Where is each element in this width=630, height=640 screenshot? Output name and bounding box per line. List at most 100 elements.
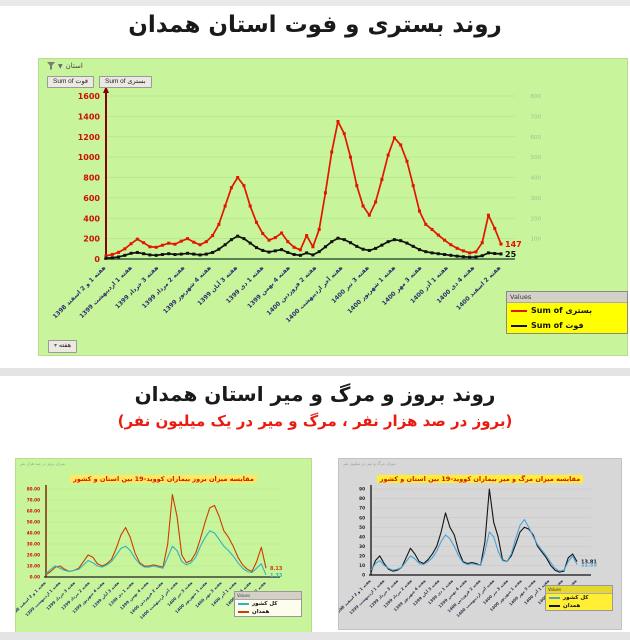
legend-label: کل کشور	[252, 601, 278, 607]
svg-text:10.00: 10.00	[27, 564, 40, 569]
svg-text:90: 90	[359, 487, 365, 492]
svg-text:100: 100	[531, 237, 542, 243]
svg-text:600: 600	[83, 194, 100, 203]
week-axis-field: ▾ هفته	[48, 340, 77, 353]
legend-item-province[interactable]: همدان	[546, 602, 612, 610]
legend-item-country[interactable]: کل کشور	[235, 600, 301, 608]
legend-label: Sum of بستری	[531, 306, 593, 315]
svg-text:13.81: 13.81	[581, 560, 597, 566]
legend-item-country[interactable]: کل کشور	[546, 594, 612, 602]
mortality-chart-panel: میزان مرگ و میر در میلیون نفر مقایسه میز…	[338, 458, 622, 630]
svg-text:50: 50	[359, 525, 365, 530]
svg-text:1.33: 1.33	[270, 573, 283, 579]
svg-text:0: 0	[362, 573, 365, 578]
svg-text:400: 400	[531, 176, 542, 182]
sum-of-hospitalized-field-button[interactable]: Sum of بستری	[99, 76, 152, 89]
legend-header: Values	[546, 586, 612, 594]
svg-text:1400: 1400	[78, 112, 101, 121]
svg-text:هفته 1 شهریور 1400: هفته 1 شهریور 1400	[346, 264, 397, 315]
province-filter-label: استان	[65, 62, 83, 70]
svg-text:300: 300	[531, 196, 542, 202]
svg-text:800: 800	[531, 94, 542, 100]
incidence-chart: 0.00 10.00 20.00 30.00 40.00 50.00 60.00 70.00 8…	[16, 485, 283, 620]
svg-text:400: 400	[83, 214, 100, 223]
svg-text:600: 600	[531, 135, 542, 141]
chevron-down-icon: ▾	[54, 343, 58, 349]
chart-legend: Values Sum of بستری Sum of فوت	[506, 291, 628, 334]
deaths-line-marker	[511, 324, 527, 327]
week-button-label: هفته	[58, 342, 71, 349]
svg-text:60.00: 60.00	[27, 509, 40, 514]
svg-text:40: 40	[359, 534, 365, 539]
legend-label: کل کشور	[563, 595, 589, 601]
svg-text:1600: 1600	[78, 92, 101, 101]
svg-text:1200: 1200	[78, 133, 101, 142]
filter-funnel-icon	[47, 62, 55, 70]
svg-text:500: 500	[531, 155, 542, 161]
svg-text:147: 147	[505, 240, 522, 249]
svg-text:30: 30	[359, 544, 365, 549]
svg-text:80.00: 80.00	[27, 487, 40, 492]
mortality-legend: Values کل کشور همدان	[545, 585, 613, 611]
sum-of-deaths-field-button[interactable]: Sum of فوت	[47, 76, 94, 89]
svg-text:700: 700	[531, 114, 542, 120]
svg-text:800: 800	[83, 174, 100, 183]
svg-text:200: 200	[83, 235, 100, 244]
legend-item-hospitalized[interactable]: Sum of بستری	[507, 303, 627, 318]
svg-text:20: 20	[359, 553, 365, 558]
svg-text:20.00: 20.00	[27, 553, 40, 558]
section-title: روند بروز و مرگ و میر استان همدان	[134, 382, 496, 406]
legend-label: همدان	[252, 609, 270, 615]
svg-text:70.00: 70.00	[27, 498, 40, 503]
chart-watermark: میزان بروز در صد هزار نفر	[20, 461, 66, 466]
section-divider	[0, 368, 630, 376]
pivot-field-buttons: Sum of فوت Sum of بستری	[47, 76, 152, 89]
svg-text:هفته 2 فروردین 1400: هفته 2 فروردین 1400	[266, 264, 319, 317]
svg-text:هفته 4 شهریور 1399: هفته 4 شهریور 1399	[162, 264, 213, 315]
svg-text:200: 200	[531, 216, 542, 222]
mortality-chart-title: مقایسه میزان مرگ و میر بیماران کووید-19 …	[339, 466, 621, 485]
page-title: روند بستری و فوت استان همدان	[128, 12, 502, 38]
svg-text:0: 0	[94, 255, 100, 264]
chevron-down-icon: ▼	[58, 62, 63, 70]
country-line-marker	[238, 603, 249, 605]
province-line-marker	[549, 605, 560, 607]
svg-text:هفته 1 و 2 اسفند 1398: هفته 1 و 2 اسفند 1398	[52, 264, 108, 320]
province-line-marker	[238, 611, 249, 613]
country-line-marker	[549, 597, 560, 599]
svg-text:هفته 1 اردیبهشت 1399: هفته 1 اردیبهشت 1399	[78, 264, 133, 319]
svg-text:80: 80	[359, 496, 365, 501]
svg-text:25: 25	[505, 250, 517, 259]
hospitalization-death-chart-panel: 0 200 400 600 800 1000 1200 1400 1600 100 200 300 40…	[38, 58, 628, 356]
province-filter[interactable]: ▼ استان	[47, 62, 83, 70]
incidence-chart-panel: میزان بروز در صد هزار نفر مقایسه میزان ب…	[15, 458, 312, 635]
svg-text:10: 10	[359, 563, 365, 568]
svg-text:هفته 2 اسفند 1400: هفته 2 اسفند 1400	[455, 264, 502, 311]
svg-text:40.00: 40.00	[27, 531, 40, 536]
incidence-chart-title: مقایسه میزان بروز بیماران کووید-19 بین ا…	[16, 466, 311, 485]
legend-item-deaths[interactable]: Sum of فوت	[507, 318, 627, 333]
svg-text:70: 70	[359, 506, 365, 511]
svg-text:11.33: 11.33	[581, 562, 597, 568]
incidence-legend: Values کل کشور همدان	[234, 591, 302, 617]
hospitalized-line-marker	[511, 309, 527, 312]
svg-text:0.00: 0.00	[30, 575, 40, 580]
legend-label: همدان	[563, 603, 581, 609]
week-axis-field-button[interactable]: ▾ هفته	[48, 340, 77, 353]
section-subtitle: (بروز در صد هزار نفر ، مرگ و میر در یک م…	[117, 412, 513, 430]
chart-watermark: میزان مرگ و میر در میلیون نفر	[343, 461, 396, 466]
bottom-divider	[0, 632, 630, 640]
svg-text:30.00: 30.00	[27, 542, 40, 547]
legend-header: Values	[507, 292, 627, 303]
hospitalization-death-chart: 0 200 400 600 800 1000 1200 1400 1600 100 200 300 40…	[52, 86, 542, 324]
svg-text:60: 60	[359, 515, 365, 520]
top-divider	[0, 0, 630, 6]
legend-header: Values	[235, 592, 301, 600]
legend-label: Sum of فوت	[531, 321, 584, 330]
svg-text:1000: 1000	[78, 153, 101, 162]
svg-text:50.00: 50.00	[27, 520, 40, 525]
legend-item-province[interactable]: همدان	[235, 608, 301, 616]
svg-text:8.13: 8.13	[270, 566, 283, 572]
